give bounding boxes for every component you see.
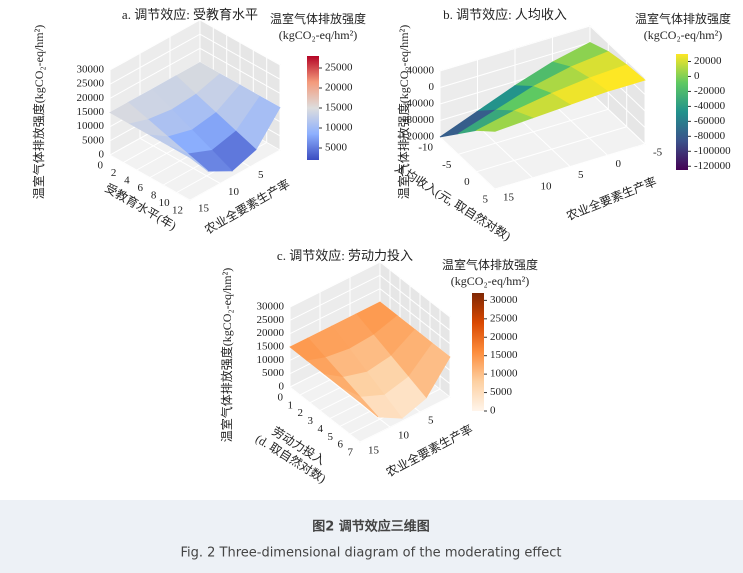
y-tick-label: -5 [653, 147, 663, 159]
surface-patch [169, 145, 209, 172]
z-tick-label: 40000 [407, 65, 435, 77]
x-grid-line [359, 317, 451, 443]
x-tick-label: 4 [124, 175, 130, 187]
y-tick-label: 5 [578, 169, 584, 181]
caption-en: Fig. 2 Three-dimensional diagram of the … [180, 546, 561, 561]
z-tick-label: 0 [99, 149, 105, 161]
x-tick-label: 8 [151, 190, 157, 202]
x-tick-label: 0 [278, 392, 284, 404]
caption-band [0, 500, 743, 573]
x-tick-label: 5 [483, 194, 489, 206]
caption-zh: 图2 调节效应三维图 [312, 519, 430, 535]
colorbar [307, 56, 319, 160]
z-tick-label: 10000 [77, 120, 105, 132]
x-tick-label: 6 [138, 182, 144, 194]
colorbar-label: (kgCO₂-eq/hm²) [279, 28, 357, 42]
chart: 0 5000 10000 15000 20000 25000 30000 15 10 5 02468… [31, 7, 366, 237]
x-tick-label: 4 [318, 423, 324, 435]
x-tick-label: 2 [111, 167, 117, 179]
y-tick-label: 15 [368, 445, 380, 457]
x-tick-label: 7 [348, 447, 354, 459]
colorbar-tick-label: 5000 [490, 386, 513, 398]
z-tick-label: 25000 [257, 314, 285, 326]
x-tick-label: 12 [172, 205, 183, 217]
z-tick-label: 10000 [257, 354, 285, 366]
colorbar-tick-label: -60000 [694, 115, 726, 127]
colorbar-tick-label: 0 [694, 70, 700, 82]
surface-patch [475, 110, 534, 132]
z-tick-label: 30000 [257, 301, 285, 313]
chart: 40000 0 -40000 -80000 -120000 15 10 5 0 -5 -10 -5 0 5… [392, 7, 731, 243]
y-tick-label: 15 [503, 192, 515, 204]
x-tick-label: 10 [159, 197, 171, 209]
y-tick-label: 10 [398, 430, 410, 442]
z-tick-label: 30000 [77, 64, 105, 76]
colorbar-tick-label: 20000 [694, 55, 722, 67]
chart: 0500010000150002000025000300001510501234… [219, 248, 538, 486]
colorbar [676, 54, 688, 170]
z-tick-label: -80000 [403, 114, 435, 126]
x-tick-label: -10 [418, 142, 433, 154]
colorbar-label: (kgCO₂-eq/hm²) [644, 28, 722, 42]
x-tick-label: -5 [442, 159, 452, 171]
colorbar-tick-label: 0 [490, 405, 496, 417]
colorbar-tick-label: -20000 [694, 85, 726, 97]
x-grid-line [494, 78, 646, 190]
surface-patch [342, 387, 379, 418]
x-tick-label: 1 [288, 399, 294, 411]
y-tick-label: 5 [258, 169, 264, 181]
z-tick-label: 20000 [77, 92, 105, 104]
colorbar-tick-label: 15000 [325, 102, 353, 114]
colorbar-tick-label: 20000 [325, 82, 353, 94]
z-tick-label: -40000 [403, 98, 435, 110]
x-tick-label: 0 [98, 160, 104, 172]
colorbar-tick-label: 30000 [490, 294, 518, 306]
colorbar-label: 温室气体排放强度 [442, 257, 538, 272]
x-tick-label: 3 [308, 415, 314, 427]
z-tick-label: 5000 [82, 134, 105, 146]
colorbar-label: (kgCO₂-eq/hm²) [451, 274, 529, 288]
colorbar-tick-label: 15000 [490, 349, 518, 361]
colorbar-tick-label: -100000 [694, 145, 731, 157]
y-tick-label: 5 [428, 415, 434, 427]
colorbar-tick-label: 10000 [490, 368, 518, 380]
colorbar-tick-label: -120000 [694, 160, 731, 172]
z-tick-label: 15000 [257, 341, 285, 353]
x-grid-line [349, 309, 441, 435]
z-tick-label: 5000 [262, 367, 285, 379]
colorbar-tick-label: 25000 [490, 312, 518, 324]
chart-title: b. 调节效应: 人均收入 [443, 7, 567, 22]
x-grid-line [176, 57, 268, 193]
y-tick-label: 10 [228, 186, 240, 198]
colorbar-tick-label: 5000 [325, 142, 348, 154]
z-axis-label: 温室气体排放强度(kgCO₂-eq/hm²) [31, 25, 46, 199]
y-tick-label: 0 [616, 158, 622, 170]
y-tick-label: 15 [198, 203, 210, 215]
colorbar [472, 293, 484, 411]
x-tick-label: 2 [298, 407, 304, 419]
chart-title: c. 调节效应: 劳动力投入 [277, 248, 413, 263]
z-axis-label: 温室气体排放强度(kgCO₂-eq/hm²) [219, 268, 234, 442]
x-grid-line [189, 65, 281, 201]
colorbar-tick-label: 20000 [490, 331, 518, 343]
colorbar-tick-label: 10000 [325, 122, 353, 134]
colorbar-tick-label: 25000 [325, 62, 353, 74]
z-tick-label: 0 [429, 81, 435, 93]
colorbar-label: 温室气体排放强度 [270, 11, 366, 26]
colorbar-tick-label: -80000 [694, 130, 726, 142]
z-tick-label: 25000 [77, 78, 105, 90]
z-axis-label: 温室气体排放强度(kgCO₂-eq/hm²) [396, 25, 411, 199]
colorbar-tick-label: -40000 [694, 100, 726, 112]
x-tick-label: 5 [328, 431, 334, 443]
chart-title: a. 调节效应: 受教育水平 [122, 7, 258, 22]
colorbar-label: 温室气体排放强度 [635, 11, 731, 26]
y-tick-label: 10 [541, 180, 553, 192]
z-tick-label: 15000 [77, 106, 105, 118]
z-tick-label: 0 [279, 381, 285, 393]
x-tick-label: 6 [338, 439, 344, 451]
z-tick-label: 20000 [257, 327, 285, 339]
z-tick-label: -120000 [397, 131, 434, 143]
x-tick-label: 0 [464, 176, 470, 188]
